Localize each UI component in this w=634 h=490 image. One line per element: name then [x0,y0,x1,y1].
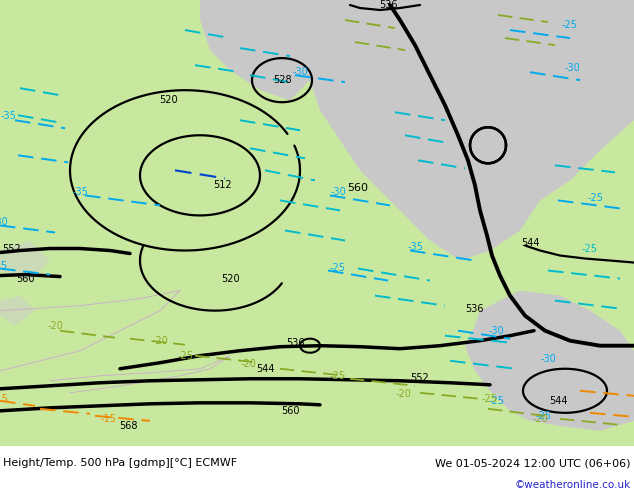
Text: -25: -25 [330,371,346,381]
Text: -25: -25 [582,244,598,253]
Text: ©weatheronline.co.uk: ©weatheronline.co.uk [515,480,631,490]
Polygon shape [0,241,50,281]
Text: -30: -30 [488,326,504,336]
Text: 544: 544 [549,396,567,406]
Text: 520: 520 [158,95,178,105]
Text: 536: 536 [465,304,483,314]
Text: 552: 552 [411,373,429,383]
Text: -25: -25 [178,351,194,361]
Text: -25: -25 [482,394,498,404]
Text: 512: 512 [212,180,231,191]
Text: -20: -20 [532,414,548,424]
Polygon shape [200,0,310,100]
Text: -25: -25 [588,194,604,203]
Text: Height/Temp. 500 hPa [gdmp][°C] ECMWF: Height/Temp. 500 hPa [gdmp][°C] ECMWF [3,458,237,468]
Text: -35: -35 [407,243,423,252]
Text: -25: -25 [0,261,8,270]
Text: -25: -25 [536,411,552,421]
Text: -35: -35 [72,187,88,197]
Text: -20: -20 [395,389,411,399]
Text: -30: -30 [292,67,308,77]
Polygon shape [310,0,634,261]
Text: -30: -30 [330,187,346,197]
Text: 536: 536 [378,0,398,10]
Text: We 01-05-2024 12:00 UTC (06+06): We 01-05-2024 12:00 UTC (06+06) [436,458,631,468]
Polygon shape [0,295,35,326]
Text: 544: 544 [521,239,540,248]
Text: -35: -35 [0,111,16,121]
Text: 544: 544 [256,364,275,374]
Text: -20: -20 [240,359,256,369]
Text: -15: -15 [0,394,8,404]
Text: 528: 528 [273,75,291,85]
Text: -30: -30 [0,218,8,227]
Text: -25: -25 [562,20,578,30]
Text: 560: 560 [16,273,34,284]
Text: 568: 568 [119,421,137,431]
Text: 552: 552 [3,244,22,253]
Text: 520: 520 [221,273,239,284]
Text: 560: 560 [281,406,299,416]
Text: -20: -20 [152,336,168,345]
Text: 560: 560 [347,183,368,194]
Text: -30: -30 [540,354,556,364]
Text: -15: -15 [100,414,116,424]
Polygon shape [465,291,634,431]
Text: -25: -25 [330,263,346,272]
Text: 536: 536 [286,338,304,348]
Text: -25: -25 [489,396,505,406]
Text: -30: -30 [564,63,580,73]
Text: -20: -20 [47,320,63,331]
